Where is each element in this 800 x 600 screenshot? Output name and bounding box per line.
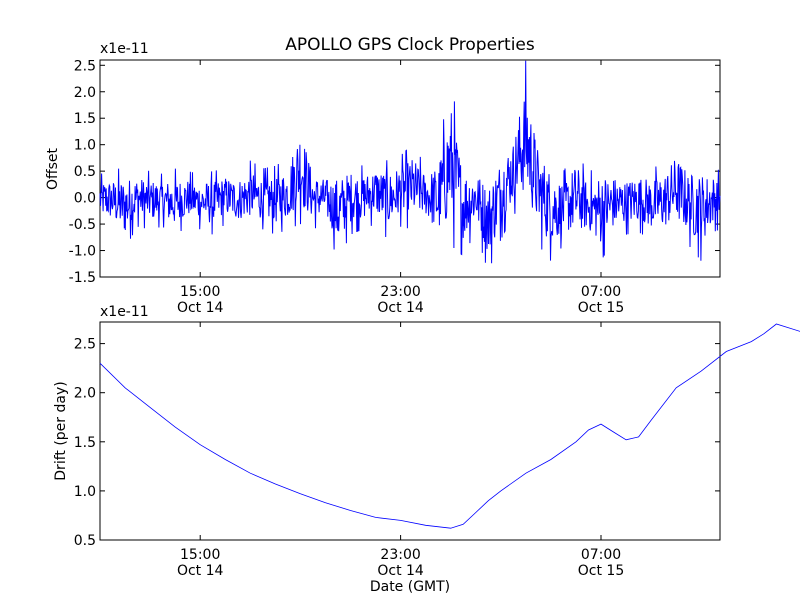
offset-scale-label: x1e-11 xyxy=(100,41,149,57)
drift-y-tick-label: 0.5 xyxy=(74,533,96,549)
offset-series-line xyxy=(99,60,721,264)
offset-y-tick-label: -1.0 xyxy=(69,244,96,260)
offset-x-tick-time: 23:00 xyxy=(380,284,420,300)
offset-x-tick-date: Oct 14 xyxy=(177,300,224,316)
drift-x-tick-time: 23:00 xyxy=(380,547,420,563)
drift-y-tick-label: 2.5 xyxy=(74,337,96,353)
drift-x-tick-time: 07:00 xyxy=(581,547,621,563)
drift-scale-label: x1e-11 xyxy=(100,304,149,320)
drift-x-tick-date: Oct 14 xyxy=(177,563,224,579)
drift-y-tick-label: 2.0 xyxy=(74,386,96,402)
drift-panel: x1e-11 Drift (per day) Date (GMT) 0.5 1.0… xyxy=(53,304,800,595)
offset-plot-frame xyxy=(99,59,721,278)
drift-x-tick-time: 15:00 xyxy=(180,547,220,563)
offset-y-tick-label: 2.5 xyxy=(74,58,96,74)
drift-plot-frame xyxy=(99,321,721,541)
offset-x-tick-date: Oct 15 xyxy=(578,300,624,316)
offset-x-tick-date: Oct 14 xyxy=(377,300,424,316)
drift-x-tick-date: Oct 15 xyxy=(578,563,624,579)
drift-series-line xyxy=(99,323,800,529)
offset-y-axis-label: Offset xyxy=(45,147,61,190)
drift-y-ticks: 0.5 1.0 1.5 2.0 2.5 xyxy=(74,337,720,549)
offset-y-tick-label: 2.0 xyxy=(74,85,96,101)
chart-title: APOLLO GPS Clock Properties xyxy=(285,35,535,55)
drift-y-tick-label: 1.5 xyxy=(74,435,96,451)
offset-y-tick-label: -1.5 xyxy=(69,270,96,286)
offset-y-tick-label: 1.0 xyxy=(74,138,96,154)
offset-x-tick-time: 15:00 xyxy=(180,284,220,300)
offset-panel: x1e-11 Offset -1.5 -1.0 -0.5 0.0 0.5 1.0 1.5 2.… xyxy=(45,41,721,316)
offset-y-tick-label: 0.0 xyxy=(74,191,96,207)
drift-y-axis-label: Drift (per day) xyxy=(53,381,69,480)
drift-x-tick-date: Oct 14 xyxy=(377,563,424,579)
drift-y-tick-label: 1.0 xyxy=(74,484,96,500)
offset-y-tick-label: -0.5 xyxy=(69,217,96,233)
offset-y-tick-label: 0.5 xyxy=(74,164,96,180)
drift-x-axis-label: Date (GMT) xyxy=(370,579,450,595)
offset-y-ticks: -1.5 -1.0 -0.5 0.0 0.5 1.0 1.5 2.0 2.5 xyxy=(69,58,720,286)
offset-y-tick-label: 1.5 xyxy=(74,111,96,127)
offset-x-tick-time: 07:00 xyxy=(581,284,621,300)
